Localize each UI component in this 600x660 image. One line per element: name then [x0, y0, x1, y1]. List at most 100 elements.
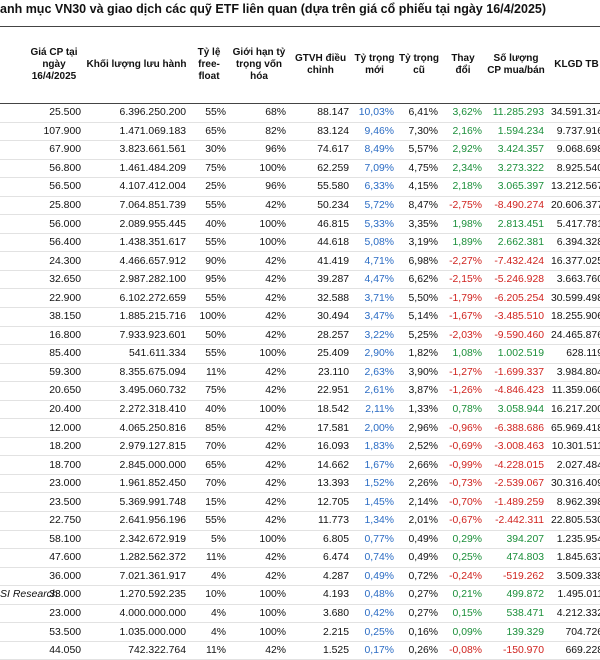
table-cell: 669.228	[547, 641, 600, 660]
table-cell: 34.591.314	[547, 103, 600, 123]
table-cell: 1.282.562.372	[84, 548, 189, 568]
table-cell: 5.369.991.748	[84, 492, 189, 513]
table-cell: 42%	[229, 567, 289, 587]
table-row: B56.4001.438.351.61755%100%44.6185,08%3,…	[0, 233, 600, 253]
table-cell: 42%	[229, 363, 289, 383]
table-cell: -3.008.463	[485, 437, 547, 457]
table-row: 23.000 1.961.852.450 70% 42% 13.393 1,52% 2,26…	[0, 474, 600, 494]
table-row: B47.6001.282.562.37211%42%6.4740,74%0,49…	[0, 548, 600, 568]
table-cell: 4.000.000.000	[84, 604, 189, 624]
table-cell: 53.500	[24, 622, 84, 642]
table-cell: 22.805.530	[547, 511, 600, 531]
ticker-cell	[0, 307, 24, 327]
table-cell: 56.000	[24, 214, 84, 234]
table-cell: -1,26%	[441, 381, 485, 401]
table-cell: 16.093	[289, 437, 352, 457]
table-cell: 8.355.675.094	[84, 363, 189, 383]
table-cell: 2.027.484	[547, 455, 600, 475]
table-cell: 10.301.511	[547, 437, 600, 457]
table-cell: 1.461.484.209	[84, 159, 189, 179]
ticker-cell: B	[0, 381, 24, 401]
table-cell: 42%	[229, 196, 289, 216]
ticker-cell: B	[0, 418, 24, 438]
table-cell: 1,98%	[441, 214, 485, 234]
table-cell: 16.800	[24, 326, 84, 346]
table-cell: 6,98%	[397, 251, 441, 271]
table-cell: -1,27%	[441, 363, 485, 383]
table-cell: 3.424.357	[485, 140, 547, 160]
table-cell: 9,46%	[352, 122, 397, 142]
table-cell: 67.900	[24, 140, 84, 160]
table-cell: 6,33%	[352, 177, 397, 197]
column-header: Giới hạn tỷ trọng vốn hóa	[229, 26, 289, 104]
table-cell: 2,52%	[397, 437, 441, 457]
ticker-cell	[0, 196, 24, 216]
column-header: Số lượng CP mua/bán	[485, 26, 547, 104]
table-cell: 7,09%	[352, 159, 397, 179]
table-cell: 55.580	[289, 177, 352, 197]
table-cell: 2.979.127.815	[84, 437, 189, 457]
table-cell: 5,50%	[397, 288, 441, 309]
table-cell: 83.124	[289, 122, 352, 142]
table-cell: 541.611.334	[84, 344, 189, 364]
table-cell: -3.485.510	[485, 307, 547, 327]
table-cell: 42%	[229, 307, 289, 327]
table-cell: 30%	[189, 140, 229, 160]
table-row: 59.300 8.355.675.094 11% 42% 23.110 2,63% 3,90…	[0, 363, 600, 383]
table-cell: 42%	[229, 437, 289, 457]
table-cell: 55%	[189, 103, 229, 123]
table-cell: -0,70%	[441, 492, 485, 513]
table-cell: 628.119	[547, 344, 600, 364]
table-cell: -2.539.067	[485, 474, 547, 494]
table-cell: -0,73%	[441, 474, 485, 494]
ticker-cell: G	[0, 159, 24, 179]
ticker-cell: B	[0, 288, 24, 309]
ticker-cell	[0, 437, 24, 457]
table-cell: 40%	[189, 214, 229, 234]
table-cell: 100%	[229, 622, 289, 642]
table-cell: 59.300	[24, 363, 84, 383]
table-cell: 46.815	[289, 214, 352, 234]
table-cell: 2.215	[289, 622, 352, 642]
header-row: Giá CP tại ngày 16/4/2025 Khối lượng lưu …	[0, 26, 600, 104]
table-row: 44.050 742.322.764 11% 42% 1.525 0,17% 0,26% -0…	[0, 641, 600, 660]
table-cell: 55%	[189, 288, 229, 309]
table-cell: 0,29%	[441, 530, 485, 550]
table-cell: -4.228.015	[485, 455, 547, 475]
table-cell: 41.419	[289, 251, 352, 271]
table-cell: 3.495.060.732	[84, 381, 189, 401]
ticker-cell: B	[0, 548, 24, 568]
table-cell: 0,49%	[397, 548, 441, 568]
table-cell: 2.662.381	[485, 233, 547, 253]
table-cell: 100%	[229, 344, 289, 364]
table-cell: 0,74%	[352, 548, 397, 568]
table-cell: 13.393	[289, 474, 352, 494]
table-cell: 20.650	[24, 381, 84, 401]
table-cell: 5,08%	[352, 233, 397, 253]
table-cell: 39.287	[289, 270, 352, 290]
table-cell: 16.377.025	[547, 251, 600, 271]
table-cell: 1,89%	[441, 233, 485, 253]
table-cell: 22.951	[289, 381, 352, 401]
table-cell: 474.803	[485, 548, 547, 568]
table-row: G56.8001.461.484.20975%100%62.2597,09%4,…	[0, 159, 600, 179]
column-header: Khối lượng lưu hành	[84, 26, 189, 104]
table-row: B12.0004.065.250.81685%42%17.5812,00%2,9…	[0, 418, 600, 438]
table-cell: -8.490.274	[485, 196, 547, 216]
table-row: G25.5006.396.250.20055%68%88.14710,03%6,…	[0, 103, 600, 123]
table-cell: 25%	[189, 177, 229, 197]
table-title: anh mục VN30 và giao dịch các quỹ ETF li…	[0, 2, 547, 16]
table-cell: -2,75%	[441, 196, 485, 216]
table-cell: 44.050	[24, 641, 84, 660]
table-cell: 24.300	[24, 251, 84, 271]
column-header: Giá CP tại ngày 16/4/2025	[24, 26, 84, 104]
table-cell: 1.035.000.000	[84, 622, 189, 642]
table-cell: 7.064.851.739	[84, 196, 189, 216]
table-cell: -6.388.686	[485, 418, 547, 438]
table-cell: 8,47%	[397, 196, 441, 216]
table-cell: 100%	[189, 307, 229, 327]
table-cell: 4,75%	[397, 159, 441, 179]
table-cell: 8.962.398	[547, 492, 600, 513]
table-cell: 2,92%	[441, 140, 485, 160]
table-cell: 4,71%	[352, 251, 397, 271]
